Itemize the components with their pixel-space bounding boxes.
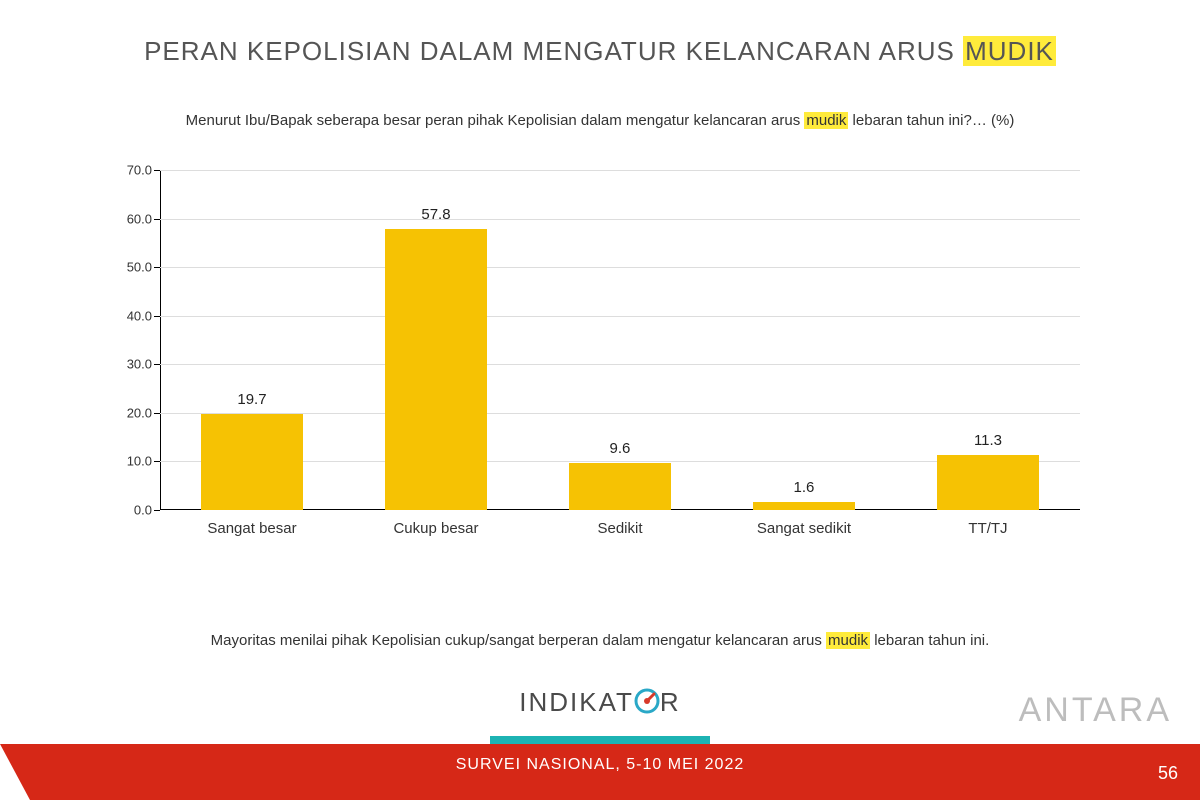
- bar-slot: 57.8Cukup besar: [385, 170, 486, 510]
- bar: [385, 229, 486, 510]
- question-post: lebaran tahun ini?… (%): [848, 112, 1014, 129]
- bar-value-label: 57.8: [385, 206, 486, 223]
- conclusion-post: lebaran tahun ini.: [870, 632, 989, 649]
- slide-title: PERAN KEPOLISIAN DALAM MENGATUR KELANCAR…: [0, 36, 1200, 67]
- conclusion-pre: Mayoritas menilai pihak Kepolisian cukup…: [211, 632, 826, 649]
- slide: PERAN KEPOLISIAN DALAM MENGATUR KELANCAR…: [0, 0, 1200, 800]
- conclusion-text: Mayoritas menilai pihak Kepolisian cukup…: [0, 632, 1200, 649]
- y-tick-label: 50.0: [127, 260, 152, 275]
- y-tick-mark: [154, 510, 160, 511]
- question-highlight: mudik: [804, 112, 848, 129]
- bar: [753, 502, 854, 510]
- bar-slot: 1.6Sangat sedikit: [753, 170, 854, 510]
- conclusion-highlight: mudik: [826, 632, 870, 649]
- question-pre: Menurut Ibu/Bapak seberapa besar peran p…: [186, 112, 805, 129]
- y-tick-label: 20.0: [127, 405, 152, 420]
- bar: [937, 455, 1038, 510]
- y-tick-label: 60.0: [127, 211, 152, 226]
- teal-accent-bar: [490, 736, 710, 744]
- logo-text-pre: INDIKAT: [519, 687, 634, 717]
- logo-text-post: R: [660, 687, 681, 717]
- bar-value-label: 19.7: [201, 391, 302, 408]
- x-category-label: Sedikit: [519, 520, 721, 537]
- bar-slot: 9.6Sedikit: [569, 170, 670, 510]
- title-text: PERAN KEPOLISIAN DALAM MENGATUR KELANCAR…: [144, 36, 963, 66]
- antara-watermark: ANTARA: [1019, 691, 1172, 730]
- y-tick-mark: [154, 461, 160, 462]
- page-number: 56: [1158, 763, 1178, 784]
- chart-plot-area: 0.010.020.030.040.050.060.070.019.7Sanga…: [160, 170, 1080, 510]
- y-tick-label: 0.0: [134, 503, 152, 518]
- footer-text: SURVEI NASIONAL, 5-10 MEI 2022: [0, 756, 1200, 774]
- bar: [569, 463, 670, 510]
- y-tick-mark: [154, 219, 160, 220]
- y-tick-mark: [154, 170, 160, 171]
- bar-chart: 0.010.020.030.040.050.060.070.019.7Sanga…: [100, 160, 1100, 560]
- x-category-label: Sangat besar: [151, 520, 353, 537]
- bar-slot: 19.7Sangat besar: [201, 170, 302, 510]
- y-tick-label: 10.0: [127, 454, 152, 469]
- survey-question: Menurut Ibu/Bapak seberapa besar peran p…: [0, 112, 1200, 129]
- bar-value-label: 1.6: [753, 479, 854, 496]
- x-category-label: TT/TJ: [887, 520, 1089, 537]
- gauge-icon: [634, 688, 660, 714]
- bar-value-label: 11.3: [937, 432, 1038, 449]
- y-tick-mark: [154, 316, 160, 317]
- y-tick-mark: [154, 413, 160, 414]
- bar-slot: 11.3TT/TJ: [937, 170, 1038, 510]
- y-axis: [160, 170, 161, 510]
- x-category-label: Sangat sedikit: [703, 520, 905, 537]
- title-highlight: MUDIK: [963, 36, 1056, 66]
- y-tick-label: 30.0: [127, 357, 152, 372]
- y-tick-label: 40.0: [127, 308, 152, 323]
- bar: [201, 414, 302, 510]
- y-tick-mark: [154, 364, 160, 365]
- y-tick-mark: [154, 267, 160, 268]
- x-category-label: Cukup besar: [335, 520, 537, 537]
- y-tick-label: 70.0: [127, 163, 152, 178]
- bar-value-label: 9.6: [569, 440, 670, 457]
